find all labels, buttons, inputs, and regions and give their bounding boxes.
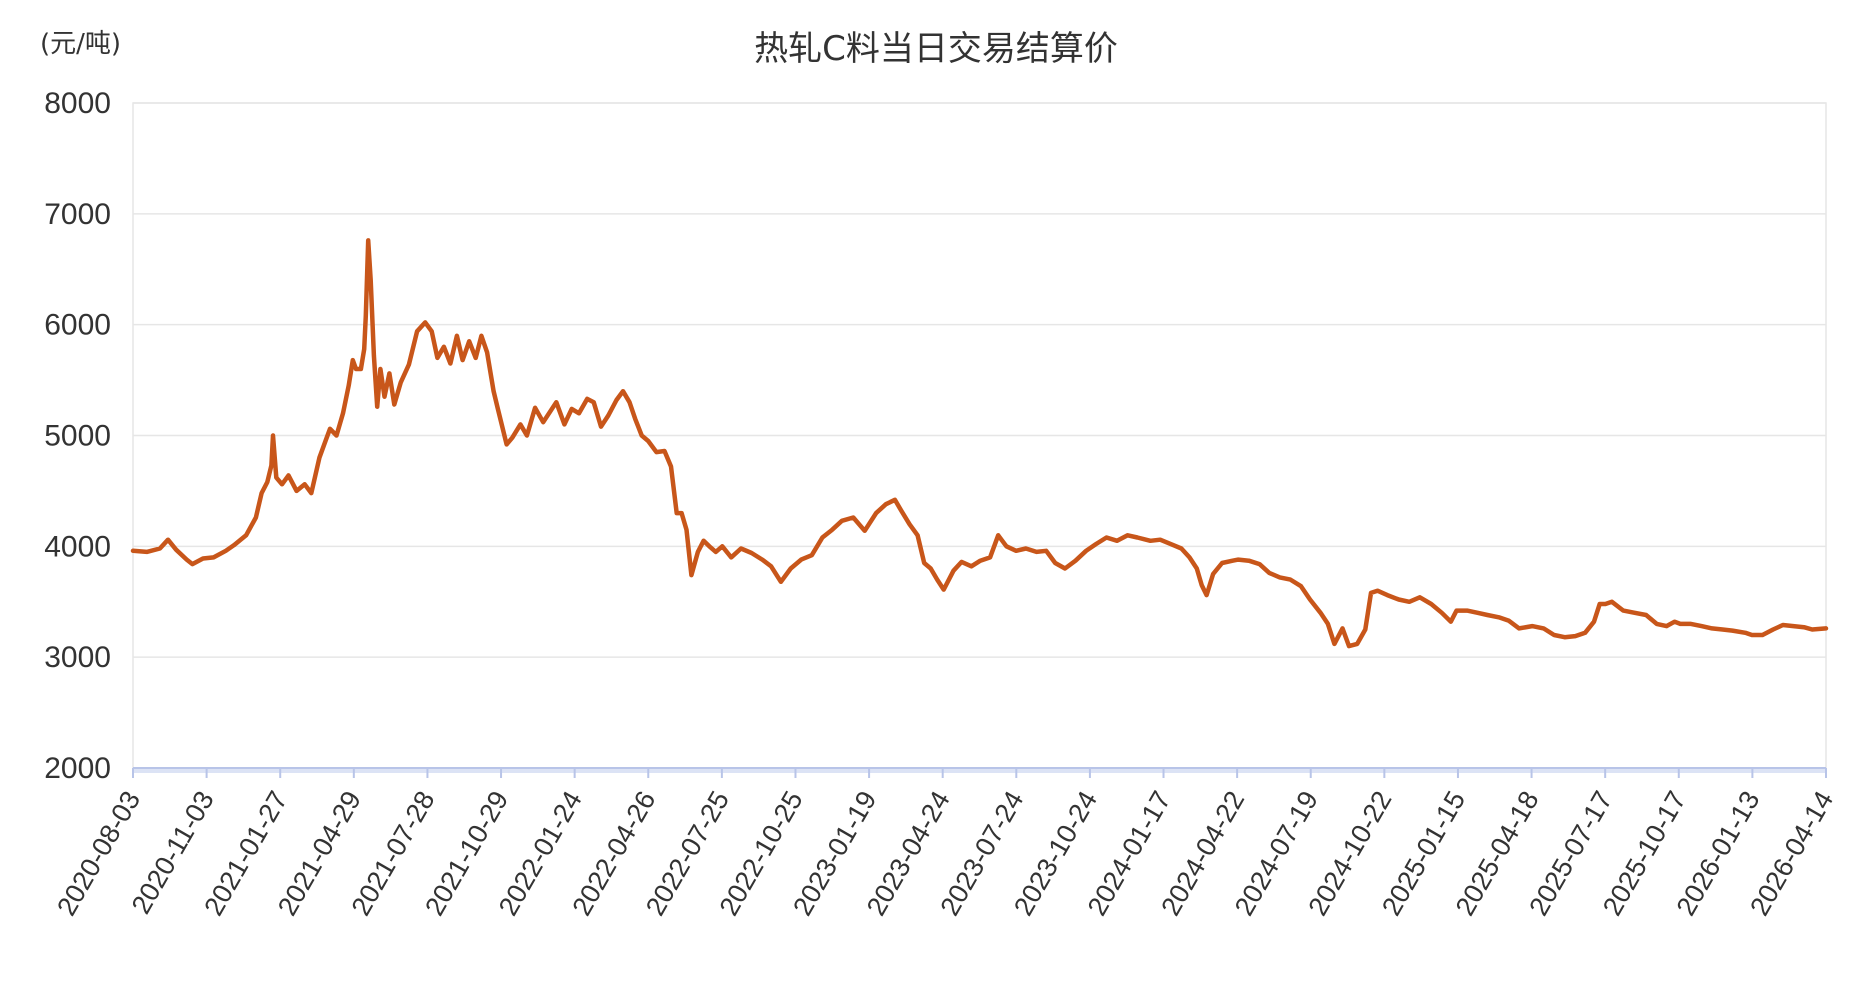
series-layer <box>130 238 1829 649</box>
y-tick-label: 7000 <box>44 198 111 231</box>
y-tick-label: 6000 <box>44 309 111 342</box>
y-tick-label: 5000 <box>44 420 111 453</box>
y-tick-label: 2000 <box>44 752 111 785</box>
axes <box>132 767 1827 778</box>
chart-title: 热轧C料当日交易结算价 <box>754 29 1118 69</box>
x-tick-labels: 2020-08-032020-11-032021-01-272021-04-29… <box>51 786 1839 921</box>
price-series-line <box>130 238 1829 649</box>
y-axis-unit-label: (元/吨) <box>40 29 121 59</box>
y-tick-labels: 2000 3000 4000 5000 6000 7000 8000 <box>44 87 111 785</box>
y-tick-label: 3000 <box>44 641 111 674</box>
y-tick-label: 4000 <box>44 530 111 563</box>
gridlines <box>132 102 1827 769</box>
y-tick-label: 8000 <box>44 87 111 120</box>
